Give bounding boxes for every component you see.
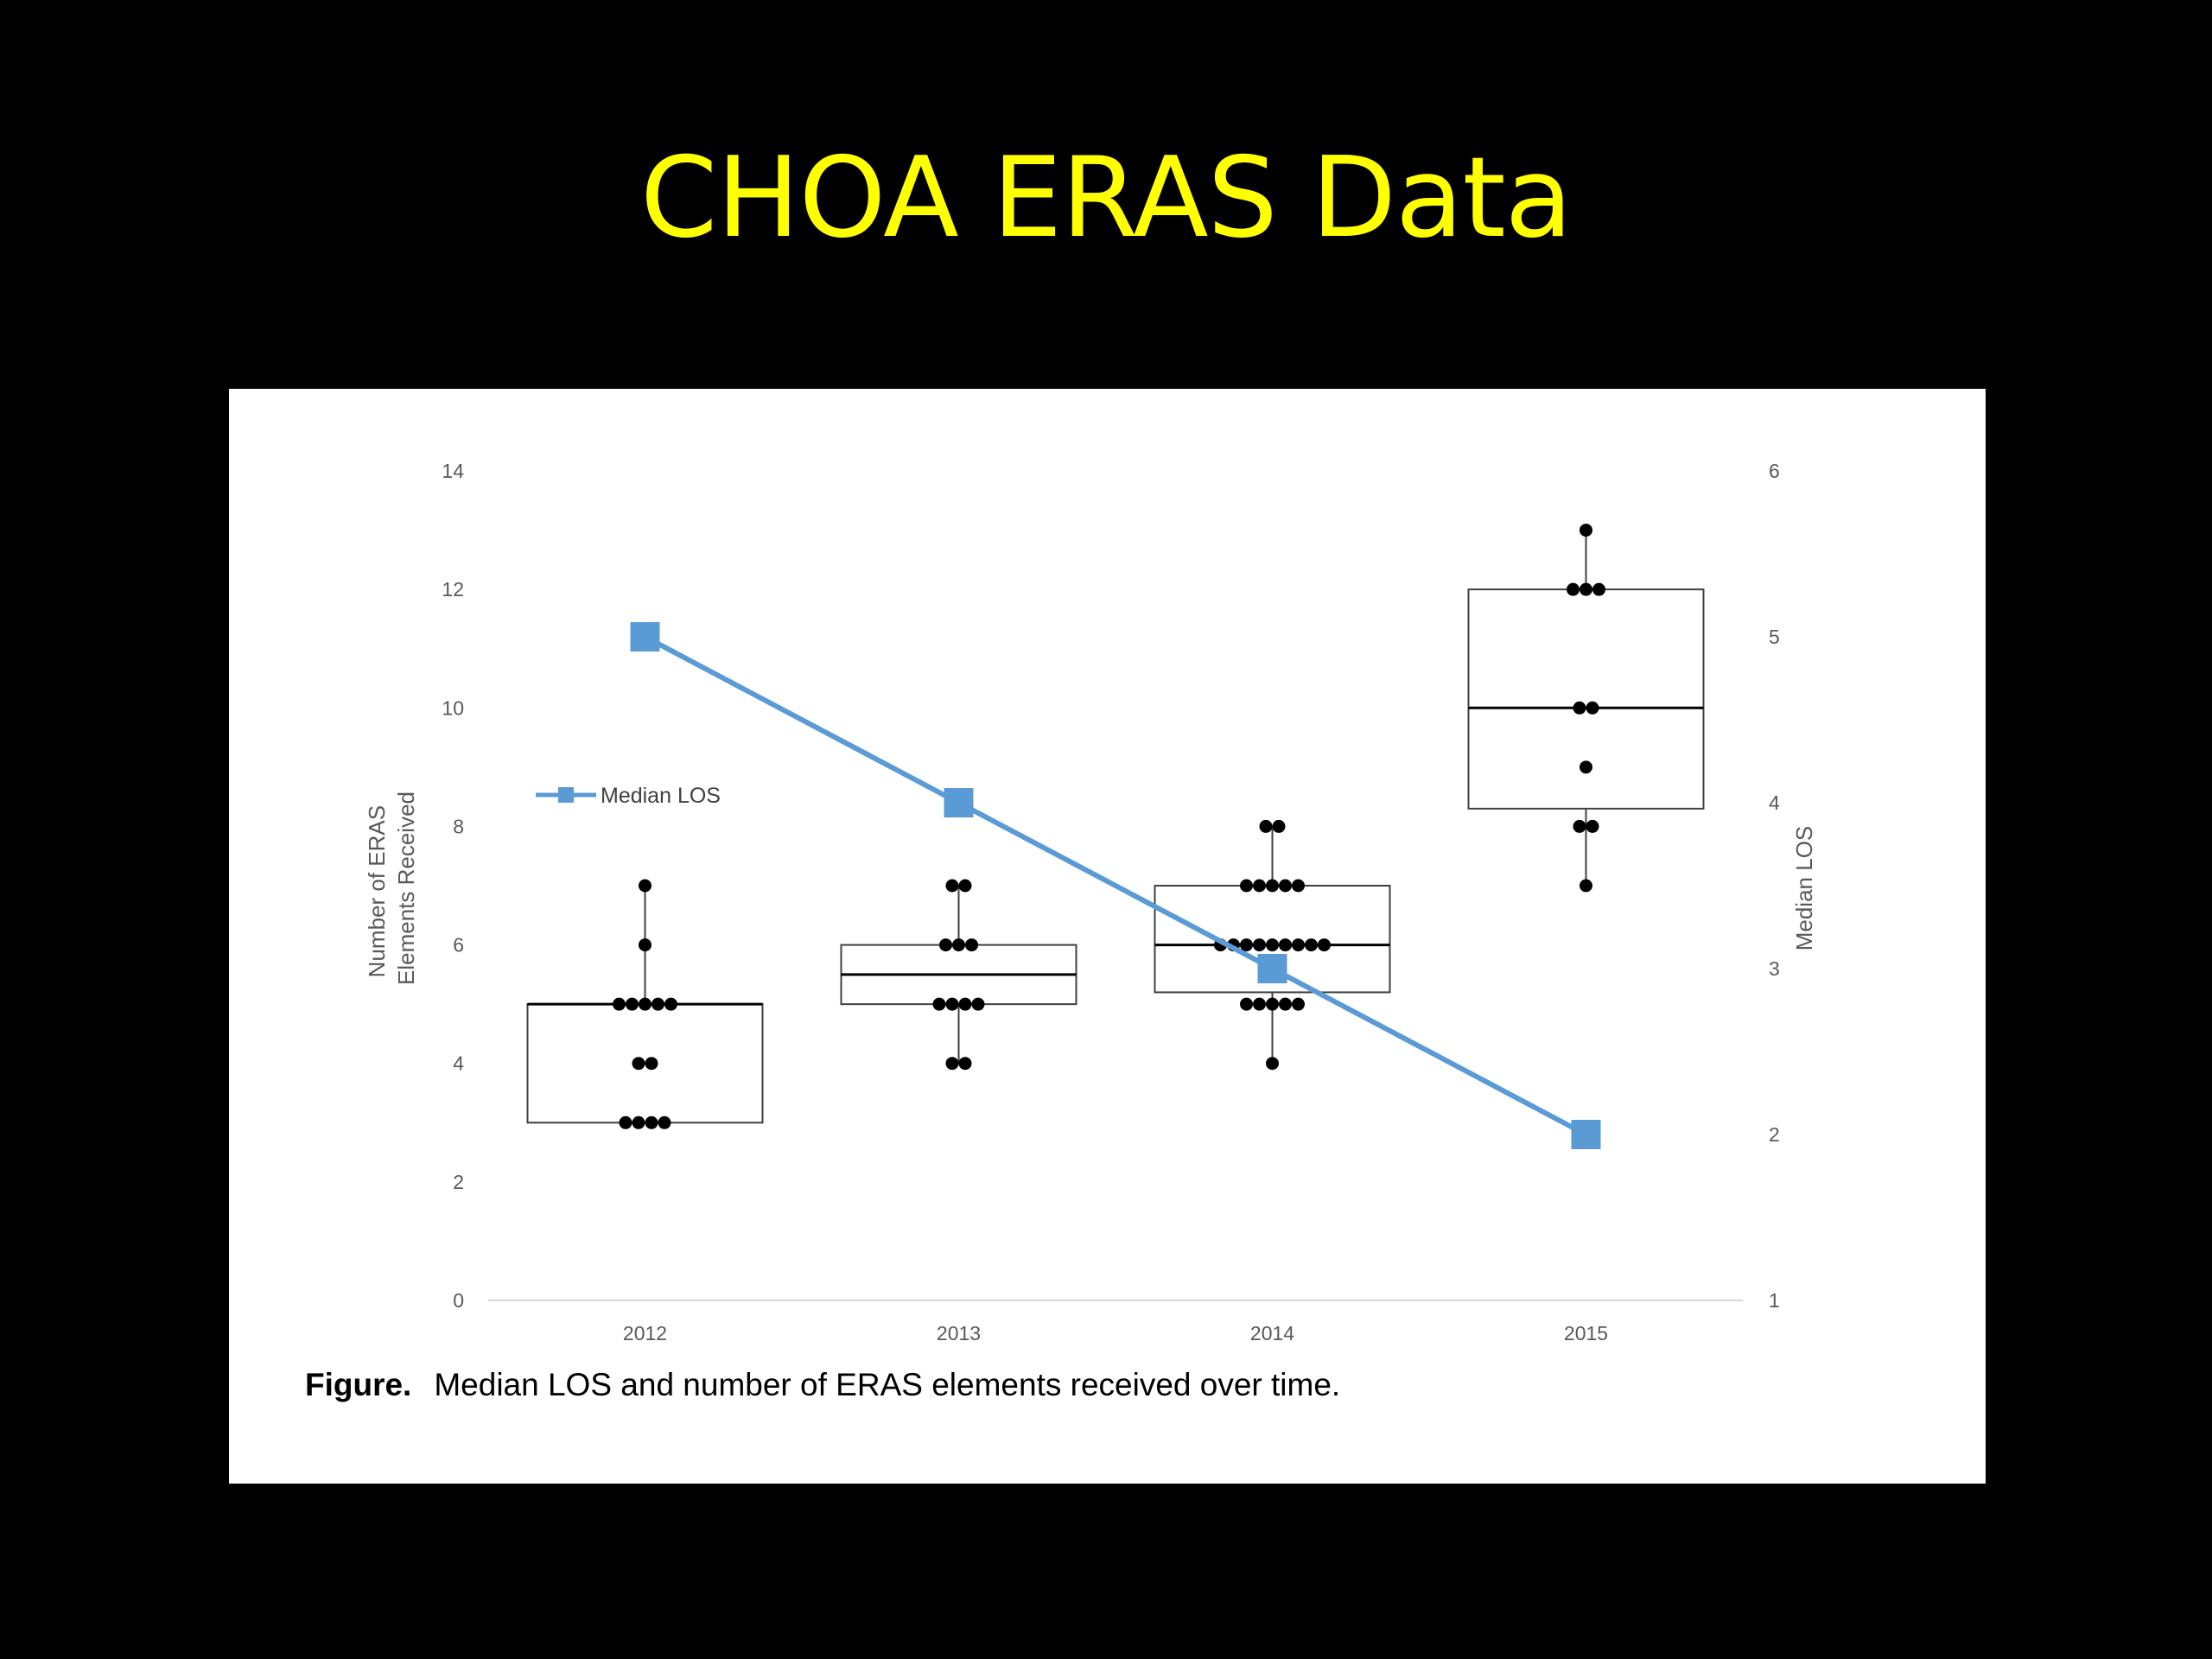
data-point bbox=[1279, 997, 1292, 1011]
y-tick-label: 6 bbox=[453, 934, 464, 957]
data-point bbox=[1292, 997, 1305, 1011]
data-point bbox=[971, 997, 985, 1011]
median-los-marker bbox=[944, 788, 974, 817]
data-point bbox=[1240, 938, 1253, 952]
y2-tick-label: 4 bbox=[1769, 791, 1780, 814]
x-tick-label: 2014 bbox=[1250, 1322, 1294, 1344]
data-point bbox=[945, 1057, 959, 1071]
y2-tick-label: 6 bbox=[1769, 460, 1780, 482]
y2-tick-label: 5 bbox=[1769, 626, 1780, 648]
data-point bbox=[1253, 938, 1266, 952]
x-axis-ticks: 2012 2013 2014 2015 bbox=[623, 1322, 1608, 1344]
caption-text: Median LOS and number of ERAS elements r… bbox=[434, 1367, 1341, 1402]
y-tick-label: 8 bbox=[453, 815, 464, 837]
data-point bbox=[1272, 819, 1286, 833]
data-point bbox=[1240, 879, 1253, 893]
data-point bbox=[1567, 582, 1580, 596]
data-point bbox=[1580, 582, 1592, 596]
slide-title: CHOA ERAS Data bbox=[639, 134, 1573, 263]
data-point bbox=[632, 1116, 645, 1129]
data-point bbox=[626, 997, 639, 1011]
data-point bbox=[1279, 938, 1292, 952]
data-point bbox=[1253, 879, 1266, 893]
data-point bbox=[1259, 819, 1273, 833]
data-point bbox=[1580, 524, 1592, 537]
data-point bbox=[1253, 997, 1266, 1011]
figure-caption: Figure. Median LOS and number of ERAS ele… bbox=[305, 1367, 1340, 1403]
data-point bbox=[965, 938, 978, 952]
data-point bbox=[952, 938, 965, 952]
data-points bbox=[613, 524, 1605, 1129]
y-tick-label: 0 bbox=[453, 1289, 464, 1312]
y-tick-label: 12 bbox=[442, 578, 464, 601]
y2-tick-label: 2 bbox=[1769, 1123, 1780, 1146]
data-point bbox=[1292, 938, 1305, 952]
data-point bbox=[945, 879, 959, 893]
data-point bbox=[1580, 760, 1592, 774]
data-point bbox=[1266, 1057, 1279, 1071]
data-point bbox=[939, 938, 952, 952]
data-point bbox=[1586, 701, 1599, 715]
data-point bbox=[1266, 997, 1279, 1011]
x-tick-label: 2012 bbox=[623, 1322, 667, 1344]
data-point bbox=[1580, 879, 1592, 893]
data-point bbox=[1266, 938, 1279, 952]
data-point bbox=[658, 1116, 671, 1129]
data-point bbox=[619, 1116, 632, 1129]
data-point bbox=[639, 938, 652, 952]
data-point bbox=[1586, 819, 1599, 833]
data-point bbox=[1279, 879, 1292, 893]
data-point bbox=[613, 997, 626, 1011]
data-point bbox=[1305, 938, 1318, 952]
y2-axis-title: Median LOS bbox=[1791, 826, 1817, 951]
y2-tick-label: 1 bbox=[1769, 1289, 1780, 1312]
legend-marker bbox=[558, 787, 574, 803]
caption-label: Figure. bbox=[305, 1367, 412, 1402]
data-point bbox=[1573, 701, 1586, 715]
median-los-marker bbox=[630, 622, 660, 652]
box-plots bbox=[526, 530, 1705, 1124]
median-los-marker bbox=[1571, 1120, 1601, 1149]
y2-tick-label: 3 bbox=[1769, 957, 1780, 980]
y-tick-label: 2 bbox=[453, 1171, 464, 1193]
data-point bbox=[1592, 582, 1605, 596]
box-iqr bbox=[1467, 588, 1705, 810]
y-axis-ticks: 0 2 4 6 8 10 12 14 bbox=[442, 460, 464, 1312]
y-tick-label: 4 bbox=[453, 1052, 464, 1075]
y2-axis-ticks: 1 2 3 4 5 6 bbox=[1769, 460, 1780, 1312]
y-tick-label: 14 bbox=[442, 460, 464, 482]
data-point bbox=[639, 879, 652, 893]
median-los-series bbox=[630, 622, 1601, 1149]
legend: Median LOS bbox=[536, 784, 721, 808]
data-point bbox=[1573, 819, 1586, 833]
data-point bbox=[652, 997, 664, 1011]
legend-label: Median LOS bbox=[601, 784, 721, 808]
data-point bbox=[958, 1057, 972, 1071]
data-point bbox=[1266, 879, 1279, 893]
x-tick-label: 2015 bbox=[1564, 1322, 1608, 1344]
data-point bbox=[645, 1116, 658, 1129]
data-point bbox=[1240, 997, 1253, 1011]
data-point bbox=[945, 997, 959, 1011]
data-point bbox=[932, 997, 946, 1011]
data-point bbox=[958, 879, 972, 893]
data-point bbox=[1318, 938, 1331, 952]
x-tick-label: 2013 bbox=[937, 1322, 981, 1344]
y-tick-label: 10 bbox=[442, 696, 464, 719]
median-los-marker bbox=[1257, 954, 1287, 983]
data-point bbox=[958, 997, 972, 1011]
data-point bbox=[632, 1057, 645, 1071]
data-point bbox=[1292, 879, 1305, 893]
median-los-line bbox=[644, 634, 1587, 1137]
y-axis-title: Number of ERAS Elements Received bbox=[364, 791, 419, 985]
data-point bbox=[639, 997, 652, 1011]
data-point bbox=[664, 997, 677, 1011]
data-point bbox=[645, 1057, 658, 1071]
